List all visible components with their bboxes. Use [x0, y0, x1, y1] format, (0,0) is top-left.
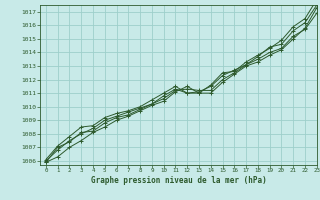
X-axis label: Graphe pression niveau de la mer (hPa): Graphe pression niveau de la mer (hPa) [91, 176, 266, 185]
